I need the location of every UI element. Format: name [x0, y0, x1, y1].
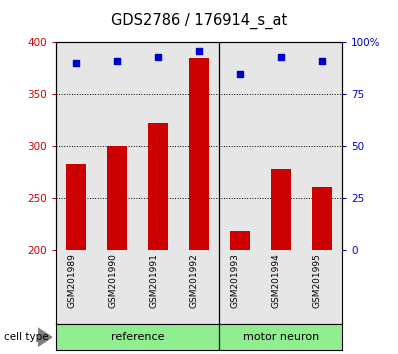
Text: GSM201989: GSM201989	[67, 253, 76, 308]
Bar	[138, 42, 179, 250]
Bar	[56, 42, 97, 250]
Bar	[97, 250, 138, 324]
Bar	[56, 324, 219, 350]
Text: motor neuron: motor neuron	[243, 332, 319, 342]
Point	[114, 58, 120, 64]
Bar	[189, 58, 209, 250]
Point	[237, 71, 243, 76]
Bar	[148, 123, 168, 250]
Bar	[138, 250, 179, 324]
Bar	[56, 250, 97, 324]
Bar	[219, 324, 342, 350]
Text: reference: reference	[111, 332, 164, 342]
Bar	[301, 250, 342, 324]
Text: GSM201990: GSM201990	[108, 253, 117, 308]
Bar	[260, 42, 301, 250]
Text: GSM201993: GSM201993	[231, 253, 240, 308]
Text: GSM201992: GSM201992	[190, 253, 199, 308]
Text: GDS2786 / 176914_s_at: GDS2786 / 176914_s_at	[111, 12, 287, 29]
Text: GSM201995: GSM201995	[313, 253, 322, 308]
Bar	[97, 42, 138, 250]
Text: cell type: cell type	[4, 332, 49, 342]
Bar	[271, 169, 291, 250]
Text: GSM201991: GSM201991	[149, 253, 158, 308]
Point	[155, 54, 161, 60]
Bar	[230, 231, 250, 250]
Point	[278, 54, 284, 60]
Text: GSM201994: GSM201994	[272, 253, 281, 308]
Bar	[219, 42, 260, 250]
Polygon shape	[38, 328, 52, 346]
Bar	[179, 250, 219, 324]
Point	[196, 48, 202, 53]
Bar	[107, 146, 127, 250]
Point	[319, 58, 325, 64]
Bar	[219, 250, 260, 324]
Point	[73, 60, 79, 66]
Bar	[301, 42, 342, 250]
Bar	[312, 188, 332, 250]
Bar	[179, 42, 219, 250]
Bar	[66, 164, 86, 250]
Bar	[260, 250, 301, 324]
